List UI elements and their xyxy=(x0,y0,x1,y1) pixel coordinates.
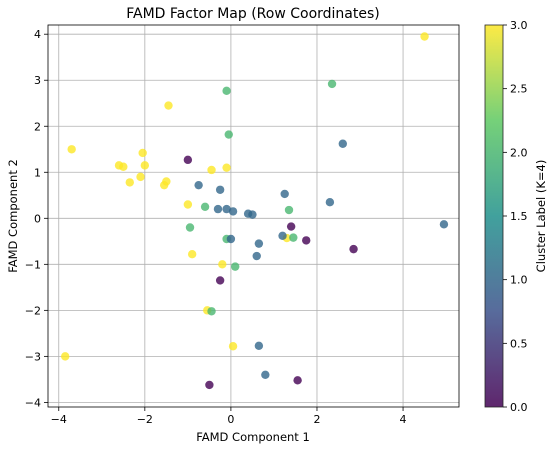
data-point xyxy=(215,276,225,285)
data-point xyxy=(205,380,214,390)
grid xyxy=(48,25,459,407)
data-point xyxy=(293,376,302,385)
y-tick-label: 3 xyxy=(34,74,41,87)
data-point xyxy=(185,223,195,232)
data-point xyxy=(183,155,193,165)
data-point xyxy=(119,162,128,171)
data-point xyxy=(252,251,261,261)
data-point xyxy=(231,262,240,271)
colorbar-tick-label: 1.5 xyxy=(510,210,528,223)
y-axis-ticks: −4 −3 −2 −1 0 1 2 3 4 xyxy=(25,28,48,409)
data-point xyxy=(136,172,145,182)
data-point xyxy=(284,205,294,215)
data-point xyxy=(207,307,216,316)
colorbar-tick-label: 3.0 xyxy=(510,19,528,32)
y-tick-label: −4 xyxy=(25,396,41,409)
data-point xyxy=(228,207,238,216)
data-point xyxy=(215,185,225,194)
colorbar-tick-label: 0.5 xyxy=(510,337,528,350)
x-axis-ticks: −4 −2 0 2 4 xyxy=(51,407,407,426)
data-point xyxy=(349,244,358,254)
data-point xyxy=(261,370,270,379)
data-point xyxy=(327,79,337,89)
data-point xyxy=(218,260,227,269)
data-point xyxy=(226,234,236,244)
data-point xyxy=(254,239,264,248)
data-point xyxy=(278,231,287,240)
data-point xyxy=(325,197,335,207)
data-point xyxy=(164,101,173,110)
x-axis-label: FAMD Component 1 xyxy=(196,430,310,444)
data-point xyxy=(439,220,449,229)
x-tick-label: 0 xyxy=(227,413,234,426)
data-point xyxy=(162,177,171,186)
y-tick-label: −2 xyxy=(25,304,41,317)
colorbar-tick-label: 0.0 xyxy=(510,401,528,414)
colorbar-ticks: 0.0 0.5 1.0 1.5 2.0 2.5 3.0 xyxy=(503,19,528,414)
data-points xyxy=(61,32,449,390)
data-point xyxy=(228,342,238,351)
data-point xyxy=(140,161,150,170)
data-point xyxy=(338,139,348,148)
y-tick-label: 0 xyxy=(34,212,41,225)
y-axis-label: FAMD Component 2 xyxy=(6,159,20,273)
colorbar-tick-label: 1.0 xyxy=(510,274,528,287)
data-point xyxy=(61,352,70,361)
data-point xyxy=(194,180,203,190)
data-point xyxy=(183,200,193,209)
data-point xyxy=(187,250,197,259)
data-point xyxy=(200,202,210,211)
data-point xyxy=(222,86,231,96)
data-point xyxy=(280,189,289,199)
data-point xyxy=(302,236,311,245)
data-point xyxy=(222,204,231,214)
colorbar-label: Cluster Label (K=4) xyxy=(534,160,548,273)
chart-title: FAMD Factor Map (Row Coordinates) xyxy=(126,6,379,22)
y-tick-label: −3 xyxy=(25,350,41,363)
colorbar-tick-label: 2.0 xyxy=(510,146,528,159)
colorbar-tick-label: 2.5 xyxy=(510,83,528,96)
x-tick-label: −4 xyxy=(51,413,67,426)
data-point xyxy=(420,32,429,41)
data-point xyxy=(138,148,147,158)
data-point xyxy=(213,204,223,214)
y-tick-label: 4 xyxy=(34,28,41,41)
x-tick-label: 2 xyxy=(313,413,320,426)
plot-frame xyxy=(47,24,460,408)
y-tick-label: −1 xyxy=(25,258,41,271)
data-point xyxy=(125,178,134,187)
x-tick-label: −2 xyxy=(137,413,153,426)
y-tick-label: 2 xyxy=(34,120,41,133)
data-point xyxy=(289,233,298,242)
data-point xyxy=(248,210,257,219)
data-point xyxy=(67,145,76,154)
data-point xyxy=(222,163,231,172)
x-tick-label: 4 xyxy=(400,413,407,426)
colorbar xyxy=(484,24,504,408)
data-point xyxy=(224,130,233,139)
data-point xyxy=(286,222,296,231)
y-tick-label: 1 xyxy=(34,166,41,179)
data-point xyxy=(254,341,264,350)
data-point xyxy=(207,165,216,175)
